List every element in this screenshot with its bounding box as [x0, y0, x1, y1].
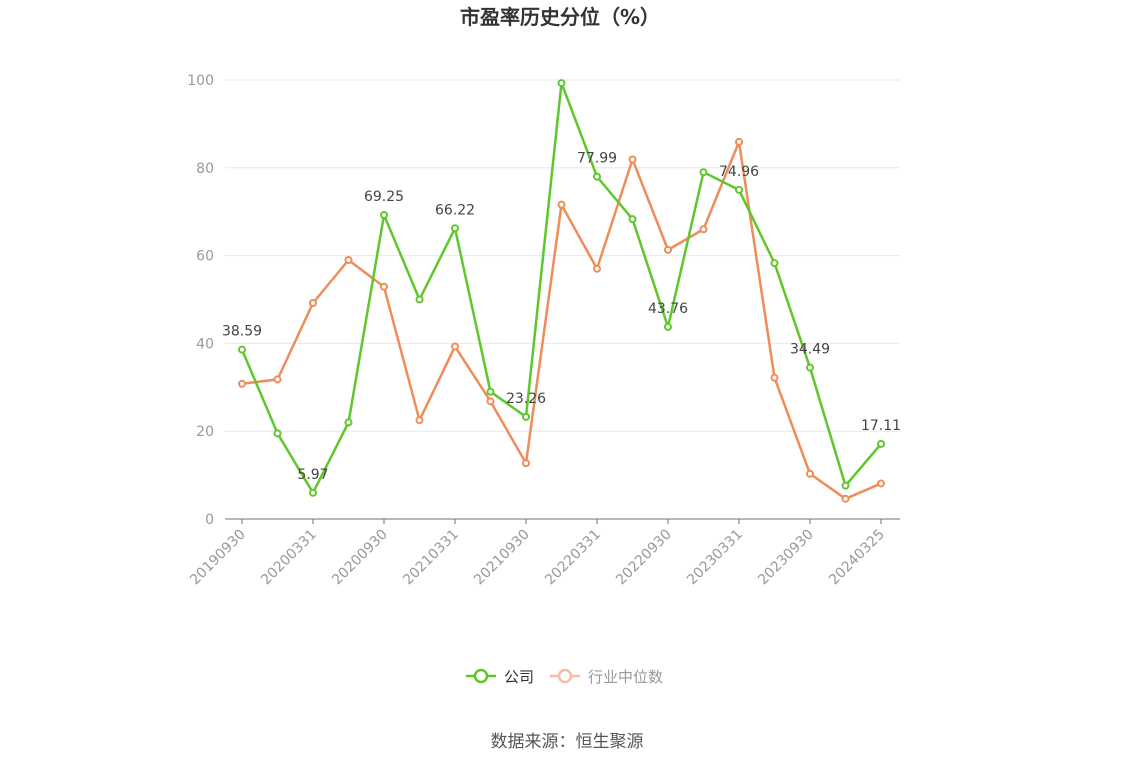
legend-item-0[interactable]: 公司 — [466, 668, 534, 686]
series-1-point-20220331 — [593, 264, 601, 273]
y-tick-label-60: 60 — [196, 249, 214, 265]
series-1-point-20200630 — [344, 255, 353, 264]
x-tick-label-20200930: 20200930 — [329, 527, 391, 589]
x-tick-label-20220331: 20220331 — [542, 527, 604, 589]
series-1-point-20230930 — [806, 469, 814, 478]
series-1-point-20201231 — [415, 416, 424, 425]
x-tick-label-20240325: 20240325 — [826, 527, 888, 589]
series-0-point-20191231 — [273, 429, 282, 438]
series-0-point-20210630 — [486, 387, 495, 396]
data-label-20210331: 66.22 — [435, 202, 475, 218]
series-0-point-20190930 — [238, 345, 246, 354]
source-note: 数据来源：恒生聚源 — [491, 732, 644, 752]
series-0-point-20230331 — [735, 185, 743, 194]
series-1-point-20200930 — [380, 282, 388, 291]
data-label-20200930: 69.25 — [364, 189, 404, 205]
x-tick-label-20210331: 20210331 — [400, 527, 462, 589]
series-0-point-20210930 — [522, 412, 530, 421]
series-1-point-20230630 — [770, 373, 779, 382]
legend[interactable]: 公司 行业中位数 — [466, 668, 663, 686]
chart-title: 市盈率历史分位（%） — [460, 5, 660, 29]
series-1-point-20210630 — [486, 397, 495, 406]
grid-layer — [225, 79, 900, 432]
y-tick-label-40: 40 — [196, 336, 214, 352]
legend-label-0: 公司 — [504, 668, 534, 686]
data-label-20220331: 77.99 — [577, 151, 617, 167]
x-tick-label-20230331: 20230331 — [684, 527, 746, 589]
series-0-point-20201231 — [415, 295, 424, 304]
data-label-20210930: 23.26 — [506, 391, 546, 407]
series-1-point-20210930 — [522, 459, 530, 468]
series-0-point-20200331 — [309, 488, 317, 497]
data-label-20230331: 74.96 — [719, 164, 759, 180]
series-0-point-20200630 — [344, 418, 353, 427]
legend-marker-0 — [473, 668, 489, 684]
data-label-20240325: 17.11 — [861, 418, 901, 434]
series-1-point-20211231 — [557, 200, 566, 209]
series-0-point-20221231 — [699, 168, 708, 177]
series-0-point-20220930 — [664, 322, 672, 331]
x-tick-label-20220930: 20220930 — [613, 527, 675, 589]
data-label-20230930: 34.49 — [790, 342, 830, 358]
series-1-point-20240325 — [877, 479, 885, 488]
series-layer — [238, 79, 885, 503]
series-0 — [238, 79, 885, 497]
legend-marker-1 — [557, 668, 573, 684]
series-1-point-20231231 — [841, 494, 850, 503]
series-0-point-20230630 — [770, 259, 779, 268]
series-0-point-20220331 — [593, 172, 601, 181]
y-tick-label-0: 0 — [205, 512, 214, 528]
legend-label-1: 行业中位数 — [588, 668, 663, 686]
x-tick-label-20210930: 20210930 — [471, 527, 533, 589]
series-0-point-20230930 — [806, 363, 814, 372]
series-1-point-20200331 — [309, 299, 317, 308]
y-tick-label-100: 100 — [187, 73, 214, 89]
series-1-point-20210331 — [451, 342, 459, 351]
series-0-point-20240325 — [877, 439, 885, 448]
series-1-point-20190930 — [238, 379, 246, 388]
series-0-point-20220630 — [628, 215, 637, 224]
series-1-point-20230331 — [735, 137, 743, 146]
x-tick-label-20200331: 20200331 — [258, 527, 320, 589]
series-1-point-20191231 — [273, 375, 282, 384]
series-1 — [238, 137, 885, 503]
data-label-20200331: 5.97 — [297, 467, 328, 483]
series-1-point-20220930 — [664, 245, 672, 254]
data-label-20220930: 43.76 — [648, 301, 688, 317]
x-tick-label-20190930: 20190930 — [187, 527, 249, 589]
series-0-point-20210331 — [451, 224, 459, 233]
series-0-point-20200930 — [380, 210, 388, 219]
x-tick-label-20230930: 20230930 — [755, 527, 817, 589]
y-tick-label-20: 20 — [196, 424, 214, 440]
legend-item-1[interactable]: 行业中位数 — [550, 668, 663, 686]
series-0-point-20211231 — [557, 79, 566, 88]
series-0-point-20231231 — [841, 481, 850, 490]
series-1-point-20220630 — [628, 155, 637, 164]
data-label-layer: 38.59 5.97 69.25 66.22 23.26 77.99 43.76 74.96 3… — [222, 151, 901, 483]
series-1-point-20221231 — [699, 225, 708, 234]
y-tick-label-80: 80 — [196, 161, 214, 177]
data-label-20190930: 38.59 — [222, 324, 262, 340]
